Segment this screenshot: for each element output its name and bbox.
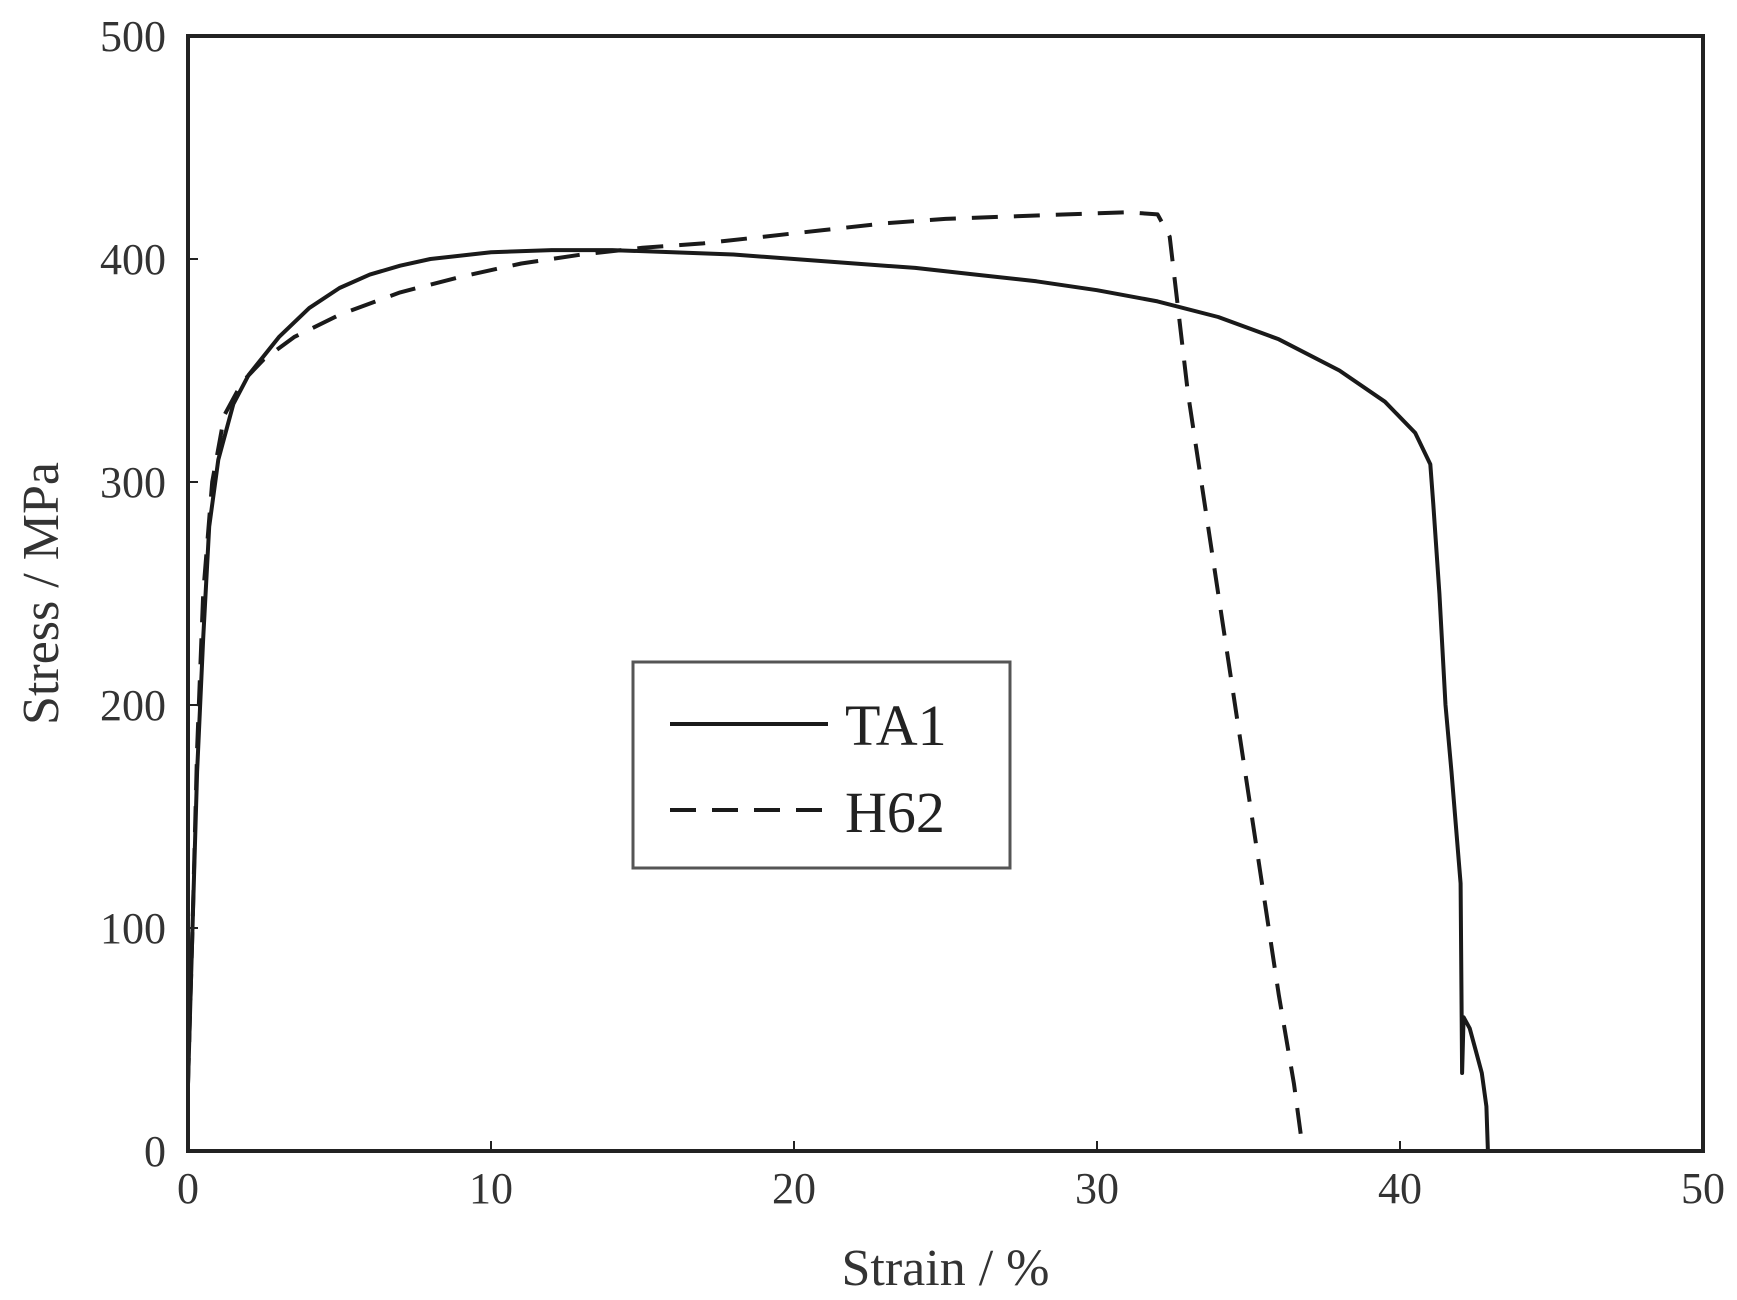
y-tick-label: 300 [100, 458, 166, 507]
x-tick-label: 30 [1075, 1164, 1119, 1213]
x-tick-label: 0 [177, 1164, 199, 1213]
legend-label-ta1: TA1 [845, 693, 947, 758]
plot-frame [186, 34, 1705, 1153]
x-axis-ticks: 0 10 20 30 40 50 [177, 1141, 1725, 1213]
y-axis-ticks: 0 100 200 300 400 500 [100, 12, 198, 1176]
legend-label-h62: H62 [845, 780, 945, 845]
x-tick-label: 40 [1378, 1164, 1422, 1213]
y-tick-label: 100 [100, 904, 166, 953]
y-tick-label: 500 [100, 12, 166, 61]
legend-box [631, 660, 1012, 870]
x-tick-label: 10 [469, 1164, 513, 1213]
series-layer [186, 210, 1490, 1152]
y-tick-label: 400 [100, 235, 166, 284]
y-tick-label: 0 [144, 1127, 166, 1176]
y-axis-title: Stress / MPa [13, 462, 70, 725]
x-tick-label: 50 [1681, 1164, 1725, 1213]
x-tick-label: 20 [772, 1164, 816, 1213]
series-line-h62 [186, 210, 1305, 1152]
y-tick-label: 200 [100, 681, 166, 730]
x-axis-title: Strain / % [842, 1240, 1050, 1297]
legend: TA1 H62 [631, 660, 1012, 870]
